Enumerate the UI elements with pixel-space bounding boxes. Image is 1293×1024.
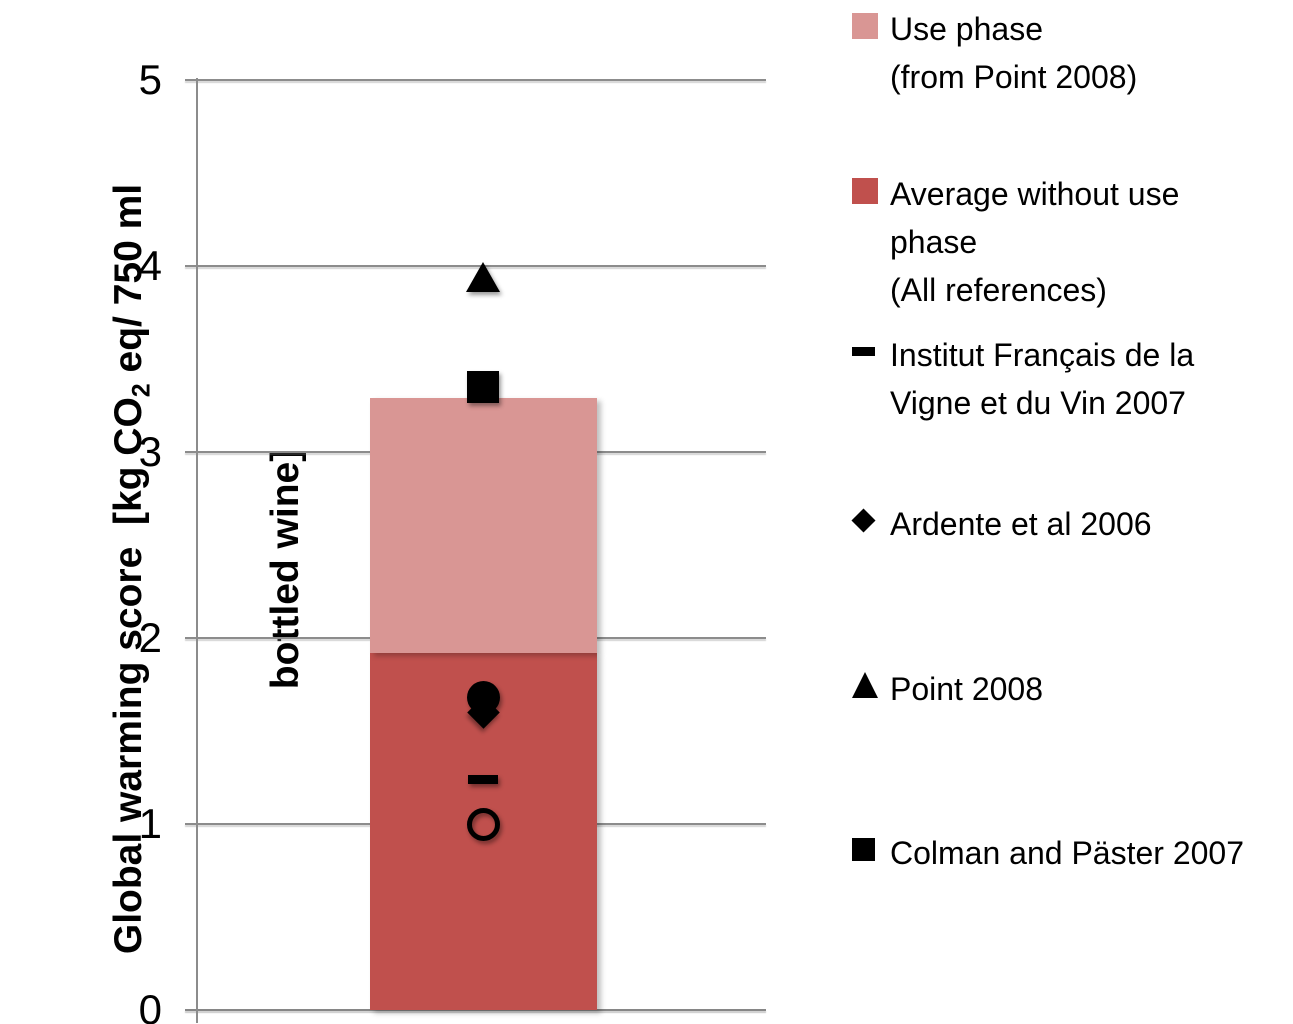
legend-label-line: Average without use	[890, 176, 1180, 212]
y-axis-title: Global warming score [kg CO2 eq/ 750 ml …	[9, 79, 307, 1024]
bar-segment-use-phase	[370, 398, 597, 653]
legend-label-line: Colman and Päster 2007	[890, 835, 1244, 871]
legend-item-1: Average without use phase (All references)	[852, 170, 1179, 314]
legend-swatch-box	[852, 170, 890, 204]
legend-label: Ardente et al 2006	[890, 500, 1152, 548]
legend-item-3: Ardente et al 2006	[851, 500, 1152, 548]
marker-dash	[468, 774, 498, 784]
legend-label: Use phase (from Point 2008)	[890, 5, 1137, 101]
legend-swatch-box	[851, 500, 890, 533]
x-axis-line	[185, 1009, 766, 1011]
legend-swatch-box	[852, 829, 890, 861]
legend-label-line: phase	[890, 224, 978, 260]
legend-label-line: (All references)	[890, 272, 1107, 308]
triangle-swatch-icon	[852, 672, 878, 698]
legend-label: Institut Français de la Vigne et du Vin 2…	[890, 331, 1194, 427]
y-axis-title-line1: Global warming score [kg CO2 eq/ 750 ml	[107, 183, 156, 955]
y-tick-label-0: 0	[138, 986, 162, 1024]
y-tick-label-5: 5	[138, 56, 162, 103]
legend-label-line: Point 2008	[890, 671, 1044, 707]
square-swatch-icon	[852, 178, 878, 204]
legend-label-line: Vigne et du Vin 2007	[890, 385, 1186, 421]
marker-circle-open	[466, 807, 500, 841]
legend-label: Colman and Päster 2007	[890, 829, 1244, 877]
co2-subscript: 2	[127, 383, 156, 398]
marker-triangle	[466, 262, 500, 293]
legend-item-2: Institut Français de la Vigne et du Vin 2…	[852, 331, 1194, 427]
legend-label-line: Ardente et al 2006	[890, 506, 1152, 542]
y-tick-label-3: 3	[138, 428, 162, 475]
legend-item-4: Point 2008	[852, 665, 1043, 713]
legend-label-line: Institut Français de la	[890, 337, 1195, 373]
y-axis-line	[196, 78, 198, 1023]
dash-swatch-icon	[852, 347, 875, 356]
legend-item-0: Use phase (from Point 2008)	[852, 5, 1137, 101]
legend-swatch-box	[852, 5, 890, 39]
y-tick-label-4: 4	[138, 242, 162, 289]
gridline-5	[185, 79, 766, 81]
legend-swatch-box	[852, 665, 890, 698]
legend-item-5: Colman and Päster 2007	[852, 829, 1244, 877]
marker-square	[467, 370, 499, 403]
square-swatch-icon	[852, 13, 878, 39]
y-tick-label-1: 1	[138, 800, 162, 847]
y-tick-label-2: 2	[138, 614, 162, 661]
diamond-swatch-icon	[851, 508, 876, 533]
y-axis-title-line2: bottled wine]	[263, 448, 307, 690]
legend-label-line: (from Point 2008)	[890, 59, 1138, 95]
legend-label-line: Use phase	[890, 11, 1043, 47]
square-swatch-icon	[852, 838, 875, 861]
legend-swatch-box	[852, 331, 890, 356]
legend-label: Average without use phase (All references)	[890, 170, 1179, 314]
legend-label: Point 2008	[890, 665, 1043, 713]
